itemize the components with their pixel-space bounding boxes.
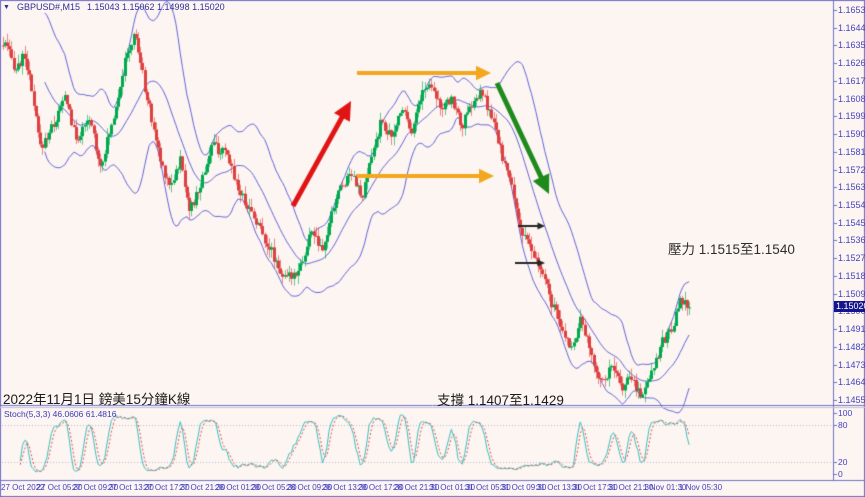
price-axis-label: 1.16440	[838, 22, 865, 33]
price-axis-label: 1.15360	[838, 235, 865, 246]
time-axis-label: 28 Oct 09:30	[286, 483, 333, 492]
price-axis-label: 1.15540	[838, 199, 865, 210]
window-menu-icon[interactable]: ▼	[3, 3, 10, 11]
time-axis-label: 27 Oct 13:30	[108, 483, 154, 492]
price-axis-label: 1.14550	[838, 394, 865, 405]
stoch-axis-label: 80	[838, 420, 848, 431]
time-axis-label: 27 Oct 17:30	[143, 483, 190, 492]
time-axis-label: 31 Oct 17:30	[571, 483, 618, 492]
stoch-axis-label: 100	[838, 408, 853, 418]
chart-title-ohlc: 1.15043 1.15062 1.14998 1.15020	[86, 2, 225, 12]
stoch-indicator-label: Stoch(5,3,3) 46.0606 61.4816	[4, 409, 117, 419]
time-axis-label: 28 Oct 17:30	[357, 483, 404, 492]
price-axis-label: 1.16350	[838, 40, 865, 51]
stoch-axis-label: 20	[838, 456, 848, 467]
price-axis-label: 1.15630	[838, 182, 865, 193]
resistance-annotation: 壓力 1.1515至1.1540	[668, 242, 795, 257]
time-axis-label: 28 Oct 13:30	[322, 483, 368, 492]
time-axis-label: 27 Oct 21:30	[179, 483, 226, 492]
current-price-tag: 1.15020	[834, 301, 865, 312]
time-axis-label: 1 Nov 05:30	[678, 483, 723, 492]
price-axis-label: 1.14640	[838, 377, 865, 388]
price-axis-label: 1.14820	[838, 341, 865, 352]
time-axis-label: 31 Oct 13:30	[536, 483, 582, 492]
time-axis-label: 27 Oct 05:30	[36, 483, 83, 492]
time-axis-label: 28 Oct 01:30	[215, 483, 261, 492]
price-axis-label: 1.14910	[838, 324, 865, 335]
time-axis-label: 31 Oct 09:30	[500, 483, 547, 492]
stoch-axis-label: 0	[838, 469, 843, 479]
price-axis-label: 1.16530	[838, 5, 865, 15]
time-axis-label: 27 Oct 2022	[1, 483, 45, 492]
price-axis-label: 1.15900	[838, 129, 865, 140]
time-axis-label: 31 Oct 05:30	[464, 483, 511, 492]
price-axis-label: 1.15450	[838, 217, 865, 228]
time-axis-label: 28 Oct 21:30	[393, 483, 440, 492]
price-axis-label: 1.16260	[838, 58, 865, 69]
time-axis-label: 28 Oct 05:30	[250, 483, 297, 492]
chart-titlebar: ▼ GBPUSD#,M15 1.15043 1.15062 1.14998 1.…	[3, 2, 225, 12]
price-axis-label: 1.15090	[838, 288, 865, 299]
price-axis-label: 1.15810	[838, 146, 865, 157]
time-axis-label: 31 Oct 01:30	[429, 483, 475, 492]
price-axis-label: 1.15990	[838, 111, 865, 122]
price-axis-label: 1.15720	[838, 164, 865, 175]
price-axis-label: 1.14730	[838, 359, 865, 370]
time-axis-label: 27 Oct 09:30	[72, 483, 119, 492]
date-annotation: 2022年11月1日 鎊美15分鐘K線	[3, 392, 191, 407]
price-axis-label: 1.16170	[838, 75, 865, 86]
chart-title-symbol: GBPUSD#,M15	[16, 2, 80, 12]
price-axis-label: 1.15270	[838, 253, 865, 264]
price-axis-label: 1.15180	[838, 270, 865, 281]
time-axis-label: 1 Nov 01:30	[643, 483, 687, 492]
price-axis-label: 1.16080	[838, 93, 865, 104]
time-axis-label: 31 Oct 21:30	[607, 483, 654, 492]
support-annotation: 支撐 1.1407至1.1429	[437, 393, 564, 408]
